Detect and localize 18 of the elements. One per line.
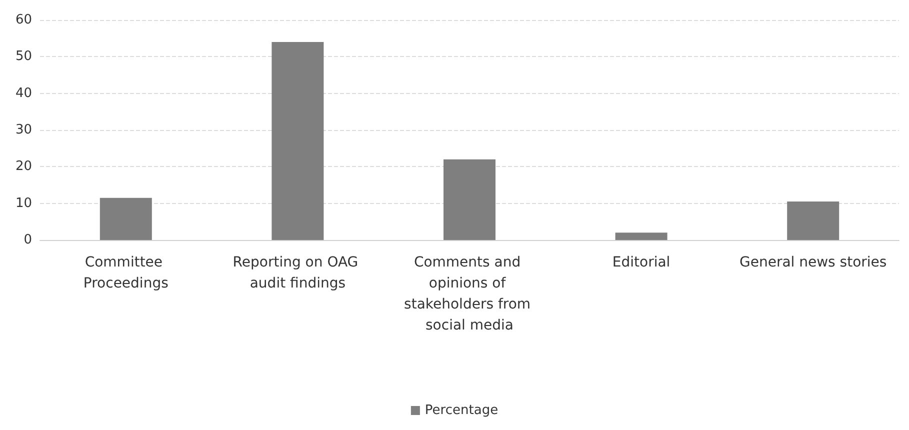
bar — [100, 198, 152, 240]
x-tick-label: Editorial — [612, 254, 670, 270]
y-tick-label: 50 — [15, 49, 32, 64]
y-tick-label: 10 — [15, 196, 32, 211]
y-tick-label: 60 — [15, 12, 32, 28]
bar — [787, 202, 840, 240]
y-tick-label: 20 — [15, 159, 32, 174]
legend-label: Percentage — [424, 403, 498, 418]
x-tick-label: Comments and opinions of stakeholders from social media — [404, 254, 535, 334]
x-tick-label: Committee Proceedings — [83, 254, 168, 292]
y-tick-label: 40 — [15, 86, 32, 101]
bar — [444, 159, 496, 240]
bar — [615, 232, 668, 240]
y-tick-label: 30 — [15, 122, 32, 138]
y-tick-label: 0 — [24, 232, 32, 248]
x-tick-label: Reporting on OAG audit findings — [232, 254, 363, 292]
x-tick-label: General news stories — [739, 254, 887, 270]
bar — [272, 42, 324, 240]
